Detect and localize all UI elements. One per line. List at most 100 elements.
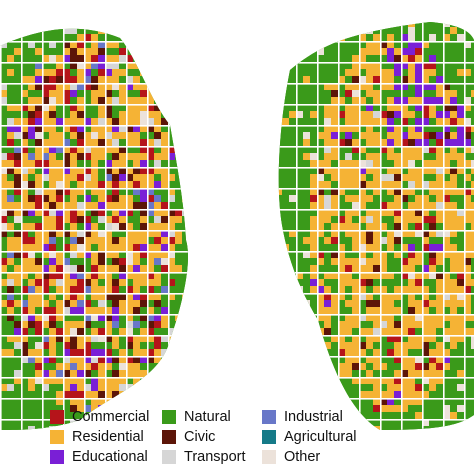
natural-block [303,265,310,272]
natural-block [408,426,415,430]
natural-block [182,62,189,69]
residential-block [373,286,380,293]
residential-block [324,307,331,314]
natural-block [133,20,140,27]
residential-block [415,195,422,202]
natural-block [7,426,14,430]
natural-block [119,251,126,258]
natural-block [282,104,289,111]
natural-block [422,174,429,181]
other-block [49,97,56,104]
natural-block [282,160,289,167]
natural-block [133,328,140,335]
natural-block [373,202,380,209]
natural-block [278,244,282,251]
educational-block [91,377,98,384]
residential-block [168,223,175,230]
residential-block [91,125,98,132]
natural-block [394,258,401,265]
residential-block [408,188,415,195]
residential-block [443,188,450,195]
other-block [35,342,42,349]
commercial-block [394,356,401,363]
natural-block [189,153,196,160]
natural-block [175,384,182,391]
residential-block [133,286,140,293]
natural-block [161,195,168,202]
residential-block [91,153,98,160]
other-block [49,55,56,62]
natural-block [303,370,310,377]
natural-block [189,398,196,405]
transport-block [112,62,119,69]
residential-block [21,76,28,83]
other-block [42,314,49,321]
educational-block [457,139,464,146]
commercial-block [56,216,63,223]
natural-block [70,412,77,419]
commercial-block [77,279,84,286]
legend-label-industrial: Industrial [284,409,343,425]
residential-block [352,286,359,293]
natural-block [282,90,289,97]
natural-block [112,230,119,237]
residential-block [415,216,422,223]
civic-block [7,286,14,293]
natural-block [338,230,345,237]
residential-block [49,153,56,160]
natural-block [387,265,394,272]
residential-block [443,118,450,125]
road-vertical [296,22,298,430]
natural-block [471,391,474,398]
natural-block [436,69,443,76]
educational-block [154,181,161,188]
natural-block [324,97,331,104]
civic-block [450,104,457,111]
natural-block [303,174,310,181]
commercial-block [422,62,429,69]
residential-block [105,244,112,251]
residential-block [408,258,415,265]
natural-block [303,216,310,223]
natural-block [422,188,429,195]
natural-block [63,405,70,412]
other-block [422,377,429,384]
natural-block [429,90,436,97]
residential-block [387,34,394,41]
natural-block [189,335,196,342]
natural-block [317,76,324,83]
educational-block [112,307,119,314]
residential-block [359,62,366,69]
residential-block [168,258,175,265]
residential-block [408,62,415,69]
residential-block [133,104,140,111]
commercial-block [422,216,429,223]
natural-block [175,132,182,139]
natural-block [296,216,303,223]
natural-block [359,321,366,328]
commercial-block [84,153,91,160]
residential-block [324,125,331,132]
natural-block [175,160,182,167]
natural-block [331,398,338,405]
residential-block [380,391,387,398]
natural-block [296,377,303,384]
residential-block [28,307,35,314]
natural-block [324,377,331,384]
natural-block [296,300,303,307]
educational-block [422,265,429,272]
natural-block [450,34,457,41]
natural-block [296,293,303,300]
natural-block [168,160,175,167]
transport-block [436,202,443,209]
road-vertical [126,28,128,430]
commercial-block [147,195,154,202]
civic-block [112,174,119,181]
legend-label-transport: Transport [184,449,246,465]
residential-block [422,41,429,48]
residential-block [303,237,310,244]
natural-block [91,300,98,307]
natural-block [56,20,63,27]
residential-block [77,97,84,104]
residential-block [91,293,98,300]
